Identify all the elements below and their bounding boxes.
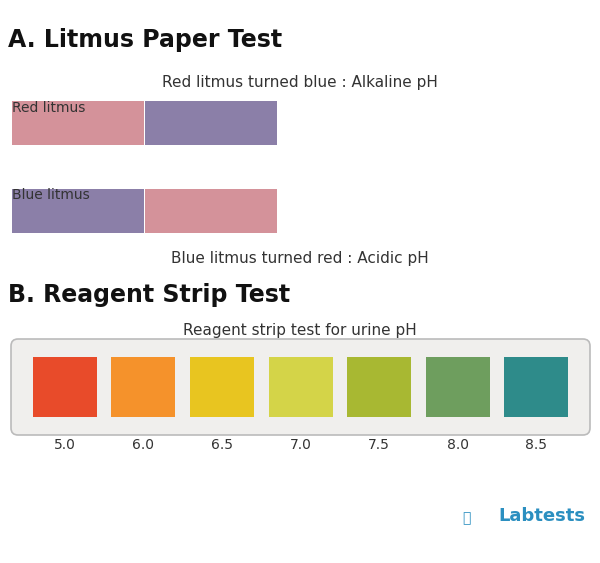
FancyBboxPatch shape bbox=[505, 357, 568, 417]
FancyBboxPatch shape bbox=[111, 357, 175, 417]
FancyBboxPatch shape bbox=[347, 357, 411, 417]
Text: 6.5: 6.5 bbox=[211, 438, 233, 452]
Text: Red litmus: Red litmus bbox=[12, 101, 85, 115]
Text: B. Reagent Strip Test: B. Reagent Strip Test bbox=[8, 283, 290, 307]
FancyBboxPatch shape bbox=[11, 339, 590, 435]
Text: 7.5: 7.5 bbox=[368, 438, 390, 452]
Text: Labtests: Labtests bbox=[498, 507, 585, 525]
FancyBboxPatch shape bbox=[12, 189, 144, 233]
Text: 8.0: 8.0 bbox=[447, 438, 469, 452]
Text: Blue litmus: Blue litmus bbox=[12, 188, 90, 202]
Text: Red litmus turned blue : Alkaline pH: Red litmus turned blue : Alkaline pH bbox=[162, 75, 438, 90]
Text: 7.0: 7.0 bbox=[290, 438, 311, 452]
FancyBboxPatch shape bbox=[145, 189, 277, 233]
FancyBboxPatch shape bbox=[190, 357, 254, 417]
Text: 5.0: 5.0 bbox=[53, 438, 76, 452]
Text: 8.5: 8.5 bbox=[526, 438, 547, 452]
FancyBboxPatch shape bbox=[269, 357, 332, 417]
Text: 6.0: 6.0 bbox=[132, 438, 154, 452]
Text: A. Litmus Paper Test: A. Litmus Paper Test bbox=[8, 28, 282, 52]
Text: Reagent strip test for urine pH: Reagent strip test for urine pH bbox=[183, 323, 417, 338]
FancyBboxPatch shape bbox=[32, 357, 97, 417]
FancyBboxPatch shape bbox=[145, 101, 277, 145]
Text: Blue litmus turned red : Acidic pH: Blue litmus turned red : Acidic pH bbox=[171, 251, 429, 266]
Text: 🔬: 🔬 bbox=[462, 511, 470, 525]
FancyBboxPatch shape bbox=[426, 357, 490, 417]
FancyBboxPatch shape bbox=[12, 101, 144, 145]
